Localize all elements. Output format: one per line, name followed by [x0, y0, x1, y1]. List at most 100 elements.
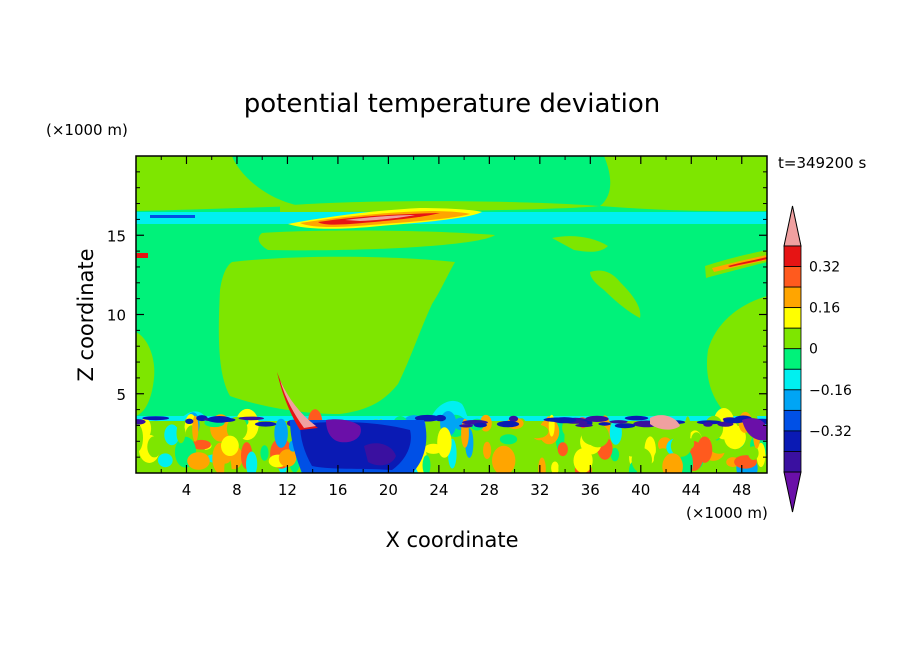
y-axis-label: Z coordinate — [74, 248, 98, 381]
colorbar: 0.32 0.16 0 −0.16 −0.32 — [783, 205, 852, 513]
bl-cell — [558, 455, 568, 473]
bl-top-cell — [552, 417, 577, 424]
bl-cell — [756, 442, 766, 467]
bl-cell — [662, 453, 683, 473]
bl-cell — [454, 461, 461, 473]
colorbar-tick-label: 0.32 — [809, 260, 840, 276]
band-pink-strip — [345, 215, 415, 221]
bl-cell — [670, 435, 692, 457]
bl-cell — [226, 416, 248, 441]
bl-top-cell — [585, 415, 609, 422]
bl-cell — [147, 436, 162, 458]
pink-patch-right — [650, 415, 680, 430]
bl-cell — [191, 439, 211, 450]
bl-top-cell — [508, 415, 519, 422]
contour-field — [136, 156, 767, 473]
bl-cell — [573, 448, 593, 473]
bl-cell — [164, 424, 180, 446]
y-ticks: 5 10 15 — [107, 171, 767, 458]
colorbar-segment — [783, 409, 802, 432]
bl-cell — [581, 426, 606, 446]
chart-title: potential temperature deviation — [244, 89, 660, 119]
x-tick-label: 12 — [278, 481, 297, 499]
bl-cell — [499, 434, 518, 445]
bl-cell — [221, 435, 239, 456]
colorbar-segment — [783, 368, 802, 391]
bl-top-cell — [434, 414, 446, 422]
bl-cell — [187, 452, 210, 470]
plume-outline — [277, 372, 318, 430]
bl-top-cell — [473, 422, 487, 428]
x-tick-label: 40 — [631, 481, 650, 499]
bl-top-cell — [614, 423, 636, 429]
bl-top-cell — [238, 416, 265, 421]
x-tick-label: 20 — [379, 481, 398, 499]
x-tick-label: 24 — [429, 481, 448, 499]
colorbar-segment — [783, 245, 802, 267]
bl-top-cell — [578, 420, 588, 425]
bl-top-cell — [575, 423, 593, 428]
x-tick-label: 36 — [581, 481, 600, 499]
bl-cell — [136, 423, 143, 452]
time-label: t=349200 s — [778, 154, 866, 172]
colorbar-tick-label: 0 — [809, 342, 818, 358]
band-cyan-blue — [150, 215, 195, 218]
y-tick-label: 10 — [107, 307, 126, 325]
x-tick-label: 4 — [182, 481, 192, 499]
bl-top-cell — [609, 420, 628, 424]
region-band-16 — [280, 201, 600, 212]
bl-cell — [437, 427, 452, 458]
bl-top-cell — [136, 419, 146, 425]
bl-cell — [176, 423, 186, 444]
x-tick-label: 28 — [480, 481, 499, 499]
bl-cell — [748, 446, 759, 460]
region-mid-right-lower — [590, 270, 641, 318]
band-left-edge-red — [136, 253, 148, 258]
bl-cell — [483, 441, 492, 460]
bl-top-cell — [185, 418, 194, 424]
x-tick-label: 48 — [732, 481, 751, 499]
x-tick-label: 44 — [682, 481, 701, 499]
region-upper-left — [136, 156, 300, 211]
x-ticks: 4 8 12 16 20 24 28 32 36 40 44 48 — [160, 156, 751, 499]
bl-cell — [192, 415, 199, 442]
x-tick-label: 32 — [530, 481, 549, 499]
band-right-streak-red — [728, 257, 767, 267]
bl-cell — [492, 445, 516, 473]
bl-top-cell — [723, 418, 746, 424]
y-unit-label: (×1000 m) — [46, 121, 128, 139]
x-axis-label: X coordinate — [385, 528, 518, 552]
bl-cell — [631, 447, 652, 473]
colorbar-segment — [783, 348, 802, 370]
bl-cell — [218, 455, 231, 464]
bl-cell — [260, 445, 269, 461]
bl-top-cell — [207, 416, 232, 423]
colorbar-segment — [783, 266, 802, 288]
y-tick-label: 15 — [107, 227, 126, 245]
bl-cell — [551, 461, 559, 473]
region-left-edge — [136, 332, 155, 416]
colorbar-tick-label: −0.32 — [809, 424, 852, 440]
bl-top-cell — [496, 420, 520, 428]
bl-cell — [278, 449, 297, 467]
bl-cell — [704, 415, 724, 440]
bl-cell — [157, 453, 173, 468]
bl-cell — [246, 451, 258, 473]
bl-top-cell — [598, 422, 611, 426]
plume-pink — [280, 380, 316, 428]
anomaly-purple-2 — [364, 443, 396, 466]
x-tick-label: 8 — [232, 481, 242, 499]
y-tick-label: 5 — [116, 386, 126, 404]
bl-top-cell — [142, 416, 170, 421]
bl-cell — [422, 455, 431, 473]
bl-top-cell — [703, 422, 713, 427]
bl-cell — [274, 418, 288, 448]
colorbar-segment — [783, 327, 802, 350]
bl-cell — [557, 442, 568, 457]
colorbar-segment — [783, 307, 802, 329]
colorbar-segment — [783, 286, 802, 309]
colorbar-segment — [783, 389, 802, 411]
bl-cell — [525, 424, 549, 439]
colorbar-segment — [783, 430, 802, 452]
